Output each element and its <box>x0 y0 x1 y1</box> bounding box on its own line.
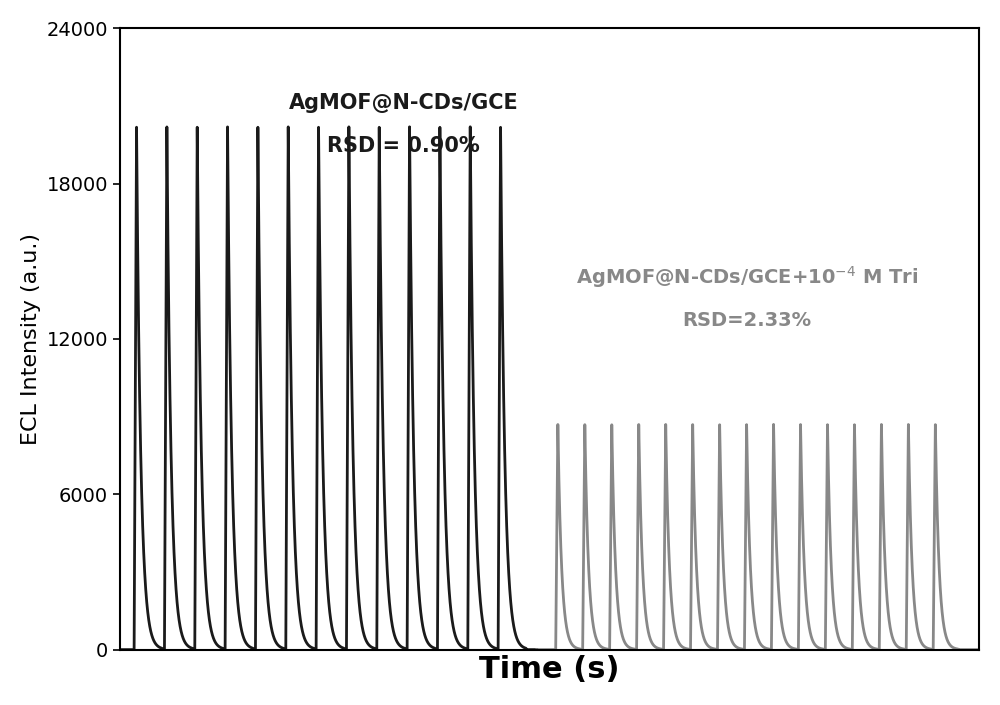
Text: RSD=2.33%: RSD=2.33% <box>683 311 812 330</box>
Text: AgMOF@N-CDs/GCE: AgMOF@N-CDs/GCE <box>288 93 518 113</box>
Y-axis label: ECL Intensity (a.u.): ECL Intensity (a.u.) <box>21 233 41 445</box>
X-axis label: Time (s): Time (s) <box>479 655 620 684</box>
Text: AgMOF@N-CDs/GCE+10$^{-4}$ M Tri: AgMOF@N-CDs/GCE+10$^{-4}$ M Tri <box>576 264 918 290</box>
Text: RSD = 0.90%: RSD = 0.90% <box>327 136 480 157</box>
